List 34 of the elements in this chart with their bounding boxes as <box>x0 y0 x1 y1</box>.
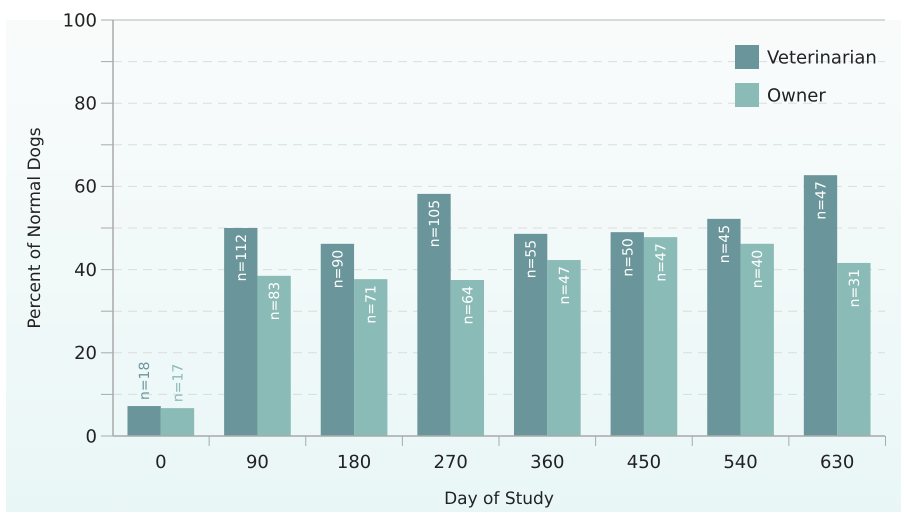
annotation: n=50 <box>620 238 636 277</box>
annotation: n=64 <box>460 286 476 324</box>
x-tick-label: 630 <box>820 452 854 473</box>
y-tick-label: 0 <box>86 426 97 448</box>
annotation: n=40 <box>750 250 766 288</box>
y-tick-label: 60 <box>74 176 97 198</box>
y-tick-label: 20 <box>74 343 97 364</box>
x-tick-label: 180 <box>336 452 372 473</box>
x-tick-label: 450 <box>626 452 662 473</box>
annotation: n=17 <box>170 364 186 402</box>
annotation: n=18 <box>137 362 154 400</box>
annotation: n=90 <box>330 250 346 288</box>
annotation: n=105 <box>427 200 444 248</box>
y-axis-title: Percent of Normal Dogs <box>25 127 45 329</box>
legend-label: Veterinarian <box>767 47 877 68</box>
x-tick-label: 540 <box>723 452 758 473</box>
annotation: n=45 <box>716 224 733 264</box>
annotation: n=47 <box>814 181 830 220</box>
x-tick-label: 90 <box>246 452 269 473</box>
annotation: n=47 <box>556 266 573 304</box>
annotation: n=83 <box>267 282 284 320</box>
annotation: n=31 <box>846 268 863 308</box>
x-tick-label: 0 <box>155 452 167 473</box>
x-tick-label: 270 <box>434 452 468 473</box>
y-tick-label: 80 <box>74 94 97 114</box>
annotation: n=55 <box>524 240 540 278</box>
annotation: n=71 <box>364 285 380 324</box>
y-tick-label: 100 <box>62 10 97 32</box>
annotation: n=47 <box>654 243 670 282</box>
x-tick-label: 360 <box>530 452 564 473</box>
y-tick-label: 40 <box>74 260 97 281</box>
legend-label: Owner <box>767 85 826 106</box>
x-axis-title: Day of Study <box>444 489 554 509</box>
annotation: n=112 <box>234 234 250 282</box>
